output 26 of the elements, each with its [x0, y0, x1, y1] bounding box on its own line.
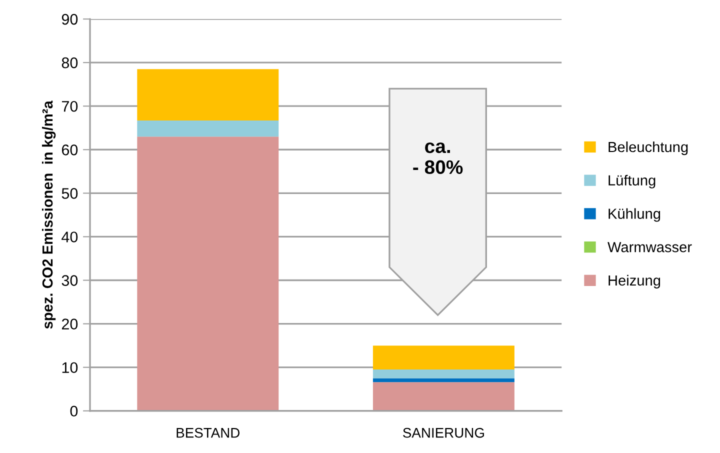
- bar: [372, 378, 514, 382]
- y-tick-label: 90: [62, 14, 78, 25]
- bar: [137, 120, 279, 137]
- y-tick-label: 30: [62, 275, 78, 286]
- bar: [137, 136, 279, 411]
- legend-label: Warmwasser: [608, 242, 692, 252]
- y-tick-label: 0: [70, 406, 78, 417]
- legend-label: Beleuchtung: [608, 141, 688, 156]
- annotation: ca. - 80%: [413, 142, 463, 174]
- y-tick-label: 70: [62, 100, 78, 112]
- bar: [372, 382, 514, 411]
- x-tick-label: SANIERUNG: [403, 428, 484, 438]
- bar: [137, 69, 279, 120]
- legend-label: Lüftung: [608, 174, 656, 188]
- x-tick-label: BESTAND: [176, 428, 240, 438]
- y-axis-title: spez. CO2 Emissionen in kg/m²a: [42, 100, 56, 329]
- legend-label: Kühlung: [608, 208, 660, 222]
- bar: [372, 346, 514, 370]
- y-tick-label: 10: [62, 362, 78, 374]
- y-tick-label: 20: [62, 318, 78, 330]
- legend-label: Heizung: [608, 274, 660, 289]
- y-tick-label: 50: [62, 188, 78, 199]
- y-tick-label: 80: [62, 57, 78, 68]
- y-tick-label: 40: [62, 232, 78, 242]
- bar: [372, 370, 514, 378]
- y-tick-label: 60: [62, 144, 78, 156]
